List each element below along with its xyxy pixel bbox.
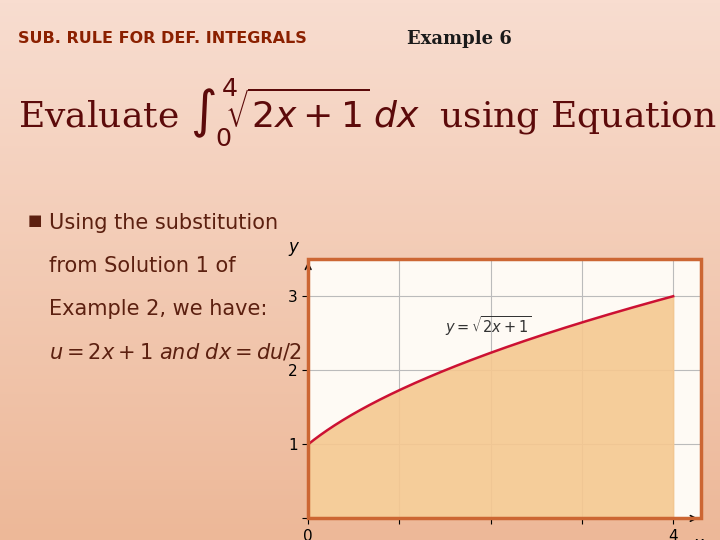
Text: Example 2, we have:: Example 2, we have: [49,299,267,319]
Text: SUB. RULE FOR DEF. INTEGRALS: SUB. RULE FOR DEF. INTEGRALS [18,31,307,46]
Text: $u = 2x + 1$ and $dx = du/2$: $u = 2x + 1$ and $dx = du/2$ [49,342,302,363]
Bar [308,259,701,518]
Text: $x$: $x$ [693,535,705,540]
Text: ■: ■ [27,213,42,228]
Text: $y$: $y$ [288,240,301,258]
Text: Using the substitution: Using the substitution [49,213,278,233]
Text: $y = \sqrt{2x+1}$: $y = \sqrt{2x+1}$ [445,314,532,338]
Text: Example 6: Example 6 [407,30,512,48]
Text: from Solution 1 of: from Solution 1 of [49,255,235,275]
Text: Evaluate $\int_0^4\!\!\sqrt{2x+1}\,dx\;$ using Equation 5.: Evaluate $\int_0^4\!\!\sqrt{2x+1}\,dx\;$… [18,77,720,148]
